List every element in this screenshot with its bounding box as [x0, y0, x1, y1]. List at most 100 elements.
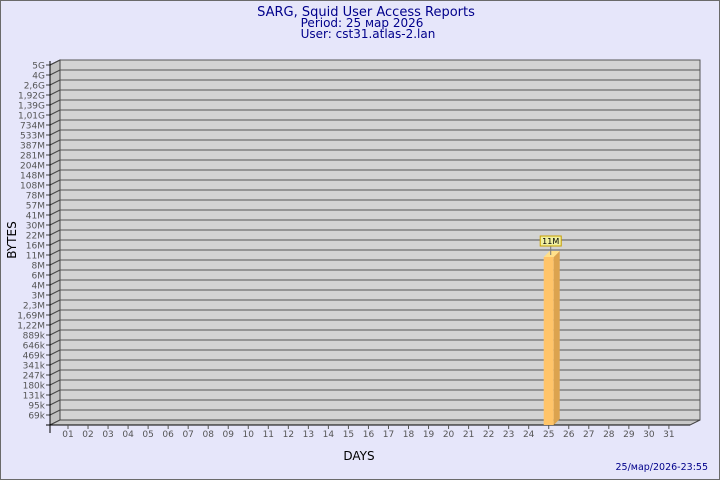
y-tick-diagonal [49, 369, 61, 376]
y-tick-label: 889k [23, 332, 46, 342]
y-tick-label: 11M [26, 252, 45, 262]
bar-side [553, 251, 560, 425]
y-tick-diagonal [49, 309, 61, 316]
chart-user: User: cst31.atlas-2.lan [301, 27, 436, 41]
y-tick-diagonal [49, 99, 61, 106]
y-tick-label: 1,92G [18, 92, 45, 102]
y-tick-label: 57M [26, 202, 45, 212]
x-tick-label: 21 [463, 430, 474, 440]
y-tick-diagonal [49, 169, 61, 176]
x-tick-label: 16 [363, 430, 375, 440]
y-tick-label: 3M [32, 292, 46, 302]
y-tick-diagonal [49, 329, 61, 336]
x-tick-label: 15 [343, 430, 354, 440]
data-label-box [539, 235, 562, 247]
y-tick-label: 341k [23, 362, 46, 372]
x-tick-label: 28 [603, 430, 615, 440]
y-tick-label: 2,3M [23, 302, 45, 312]
y-tick-diagonal [49, 339, 61, 346]
y-tick-label: 4G [32, 72, 45, 82]
y-tick-label: 5G [32, 62, 45, 72]
y-tick-label: 41M [26, 212, 45, 222]
x-tick-label: 22 [483, 430, 494, 440]
y-tick-label: 4M [32, 282, 46, 292]
chart-period: Period: 25 мар 2026 [301, 16, 424, 30]
y-tick-diagonal [49, 399, 61, 406]
y-tick-diagonal [49, 289, 61, 296]
x-tick-label: 27 [583, 430, 594, 440]
x-tick-label: 26 [563, 430, 575, 440]
y-tick-diagonal [49, 209, 61, 216]
y-tick-diagonal [49, 179, 61, 186]
y-tick-diagonal [49, 389, 61, 396]
x-axis-label: DAYS [343, 449, 374, 463]
x-tick-label: 30 [643, 430, 655, 440]
y-tick-label: 69k [28, 412, 45, 422]
y-tick-diagonal [49, 229, 61, 236]
x-tick-label: 12 [283, 430, 294, 440]
y-tick-diagonal [49, 409, 61, 416]
y-tick-label: 1,39G [18, 102, 45, 112]
x-tick-label: 07 [182, 430, 193, 440]
x-tick-label: 03 [102, 430, 113, 440]
y-tick-diagonal [49, 349, 61, 356]
y-tick-diagonal [49, 359, 61, 366]
y-tick-diagonal [49, 259, 61, 266]
x-tick-label: 25 [543, 430, 554, 440]
y-tick-label: 387M [20, 142, 45, 152]
x-tick-label: 11 [263, 430, 274, 440]
y-tick-diagonal [49, 149, 61, 156]
x-tick-label: 18 [403, 430, 415, 440]
x-tick-label: 08 [202, 430, 214, 440]
x-tick-label: 14 [323, 430, 335, 440]
x-tick-label: 29 [623, 430, 635, 440]
y-tick-diagonal [49, 219, 61, 226]
bar-top [543, 251, 560, 257]
y-tick-label: 30M [26, 222, 45, 232]
y-tick-label: 148M [20, 172, 45, 182]
y-tick-diagonal [49, 89, 61, 96]
x-tick-label: 09 [223, 430, 235, 440]
chart-title: SARG, Squid User Access Reports [257, 5, 475, 20]
y-tick-diagonal [49, 59, 61, 66]
y-tick-label: 1,22M [17, 322, 45, 332]
y-tick-diagonal [49, 239, 61, 246]
y-tick-label: 16M [26, 242, 45, 252]
y-tick-diagonal [49, 299, 61, 306]
y-tick-diagonal [49, 69, 61, 76]
y-axis-label: BYTES [5, 221, 19, 258]
y-tick-label: 22M [26, 232, 45, 242]
y-tick-diagonal [49, 319, 61, 326]
x-tick-label: 13 [303, 430, 314, 440]
x-tick-label: 10 [243, 430, 255, 440]
y-tick-diagonal [49, 119, 61, 126]
y-tick-diagonal [49, 139, 61, 146]
y-tick-label: 8M [32, 262, 46, 272]
x-tick-label: 05 [142, 430, 153, 440]
x-tick-label: 23 [503, 430, 514, 440]
y-tick-diagonal [49, 129, 61, 136]
x-tick-label: 17 [383, 430, 394, 440]
y-tick-diagonal [49, 379, 61, 386]
x-tick-label: 24 [523, 430, 535, 440]
x-tick-label: 04 [122, 430, 134, 440]
y-tick-diagonal [49, 279, 61, 286]
y-tick-diagonal [49, 79, 61, 86]
y-tick-label: 131k [23, 392, 46, 402]
y-tick-label: 95k [28, 402, 45, 412]
y-tick-diagonal [49, 199, 61, 206]
data-label: 11M [542, 237, 559, 246]
floor [49, 419, 701, 426]
y-tick-label: 204M [20, 162, 45, 172]
y-tick-diagonal [49, 249, 61, 256]
y-tick-label: 180k [23, 382, 46, 392]
y-tick-label: 1,69M [17, 312, 45, 322]
y-tick-label: 533M [20, 132, 45, 142]
y-tick-diagonal [49, 109, 61, 116]
y-tick-label: 2,6G [24, 82, 45, 92]
y-tick-diagonal [49, 269, 61, 276]
bar-day-25 [543, 257, 554, 425]
y-tick-label: 734M [20, 122, 45, 132]
y-tick-diagonal [49, 189, 61, 196]
